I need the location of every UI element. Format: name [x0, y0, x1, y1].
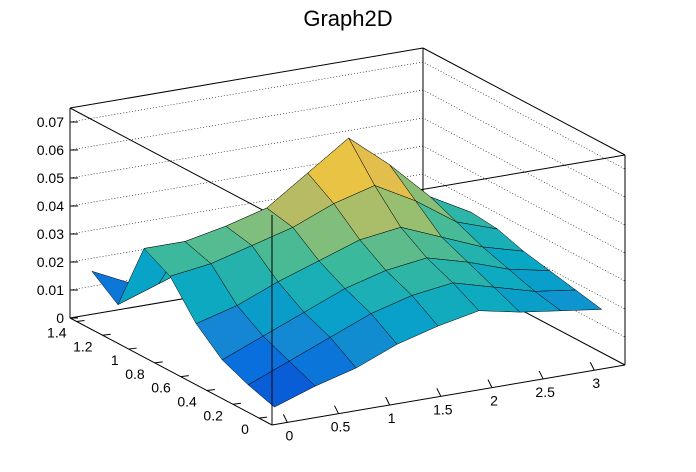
y-tick: [102, 333, 111, 336]
x-tick-label: 2.5: [535, 384, 555, 400]
grid-line: [69, 201, 626, 310]
y-tick-label: 1: [111, 352, 119, 368]
y-tick-label: 0.6: [151, 380, 171, 396]
z-tick-label: 0.01: [37, 282, 64, 298]
z-tick-label: 0.05: [37, 170, 64, 186]
x-tick: [487, 379, 493, 388]
x-tick: [282, 414, 288, 423]
y-tick-label: 0.2: [203, 407, 223, 423]
y-tick: [128, 347, 137, 350]
box-edge: [69, 47, 424, 109]
z-tick-label: 0: [56, 310, 64, 326]
y-tick-label: 1.2: [73, 338, 93, 354]
x-tick: [538, 370, 544, 380]
y-tick: [154, 361, 163, 364]
x-tick-label: 0: [285, 427, 293, 443]
grid-line: [69, 145, 626, 254]
x-tick-label: 2: [490, 393, 498, 409]
y-tick-label: 0: [241, 421, 249, 437]
x-tick-label: 1: [388, 410, 396, 426]
x-tick-label: 3: [592, 375, 600, 391]
x-tick: [589, 361, 595, 371]
y-tick: [180, 375, 189, 378]
z-tick-label: 0.04: [37, 198, 64, 214]
y-tick: [232, 402, 241, 405]
grid-line: [69, 173, 626, 282]
z-tick-label: 0.03: [37, 226, 64, 242]
box-edge: [69, 107, 273, 216]
y-tick-label: 1.4: [47, 324, 67, 340]
box-edge: [422, 47, 626, 156]
grid-line: [69, 117, 626, 226]
y-tick-label: 0.4: [177, 393, 197, 409]
surface-cell: [247, 360, 316, 408]
y-tick: [76, 319, 85, 322]
z-tick-label: 0.07: [37, 114, 64, 130]
z-tick-label: 0.06: [37, 142, 64, 158]
x-tick: [385, 396, 391, 406]
y-tick: [206, 388, 215, 391]
x-axis: [271, 364, 626, 426]
z-tick-label: 0.02: [37, 254, 64, 270]
x-tick: [334, 405, 339, 414]
y-tick: [258, 416, 268, 419]
y-axis: [69, 317, 273, 426]
grid-line: [69, 257, 626, 366]
y-tick-label: 0.8: [125, 366, 145, 382]
grid-line: [69, 61, 626, 170]
chart-title: Graph2D: [303, 6, 392, 31]
grid-line: [69, 89, 626, 198]
x-tick-label: 0.5: [331, 419, 351, 435]
x-tick: [436, 388, 442, 397]
x-tick-label: 1.5: [433, 401, 453, 417]
